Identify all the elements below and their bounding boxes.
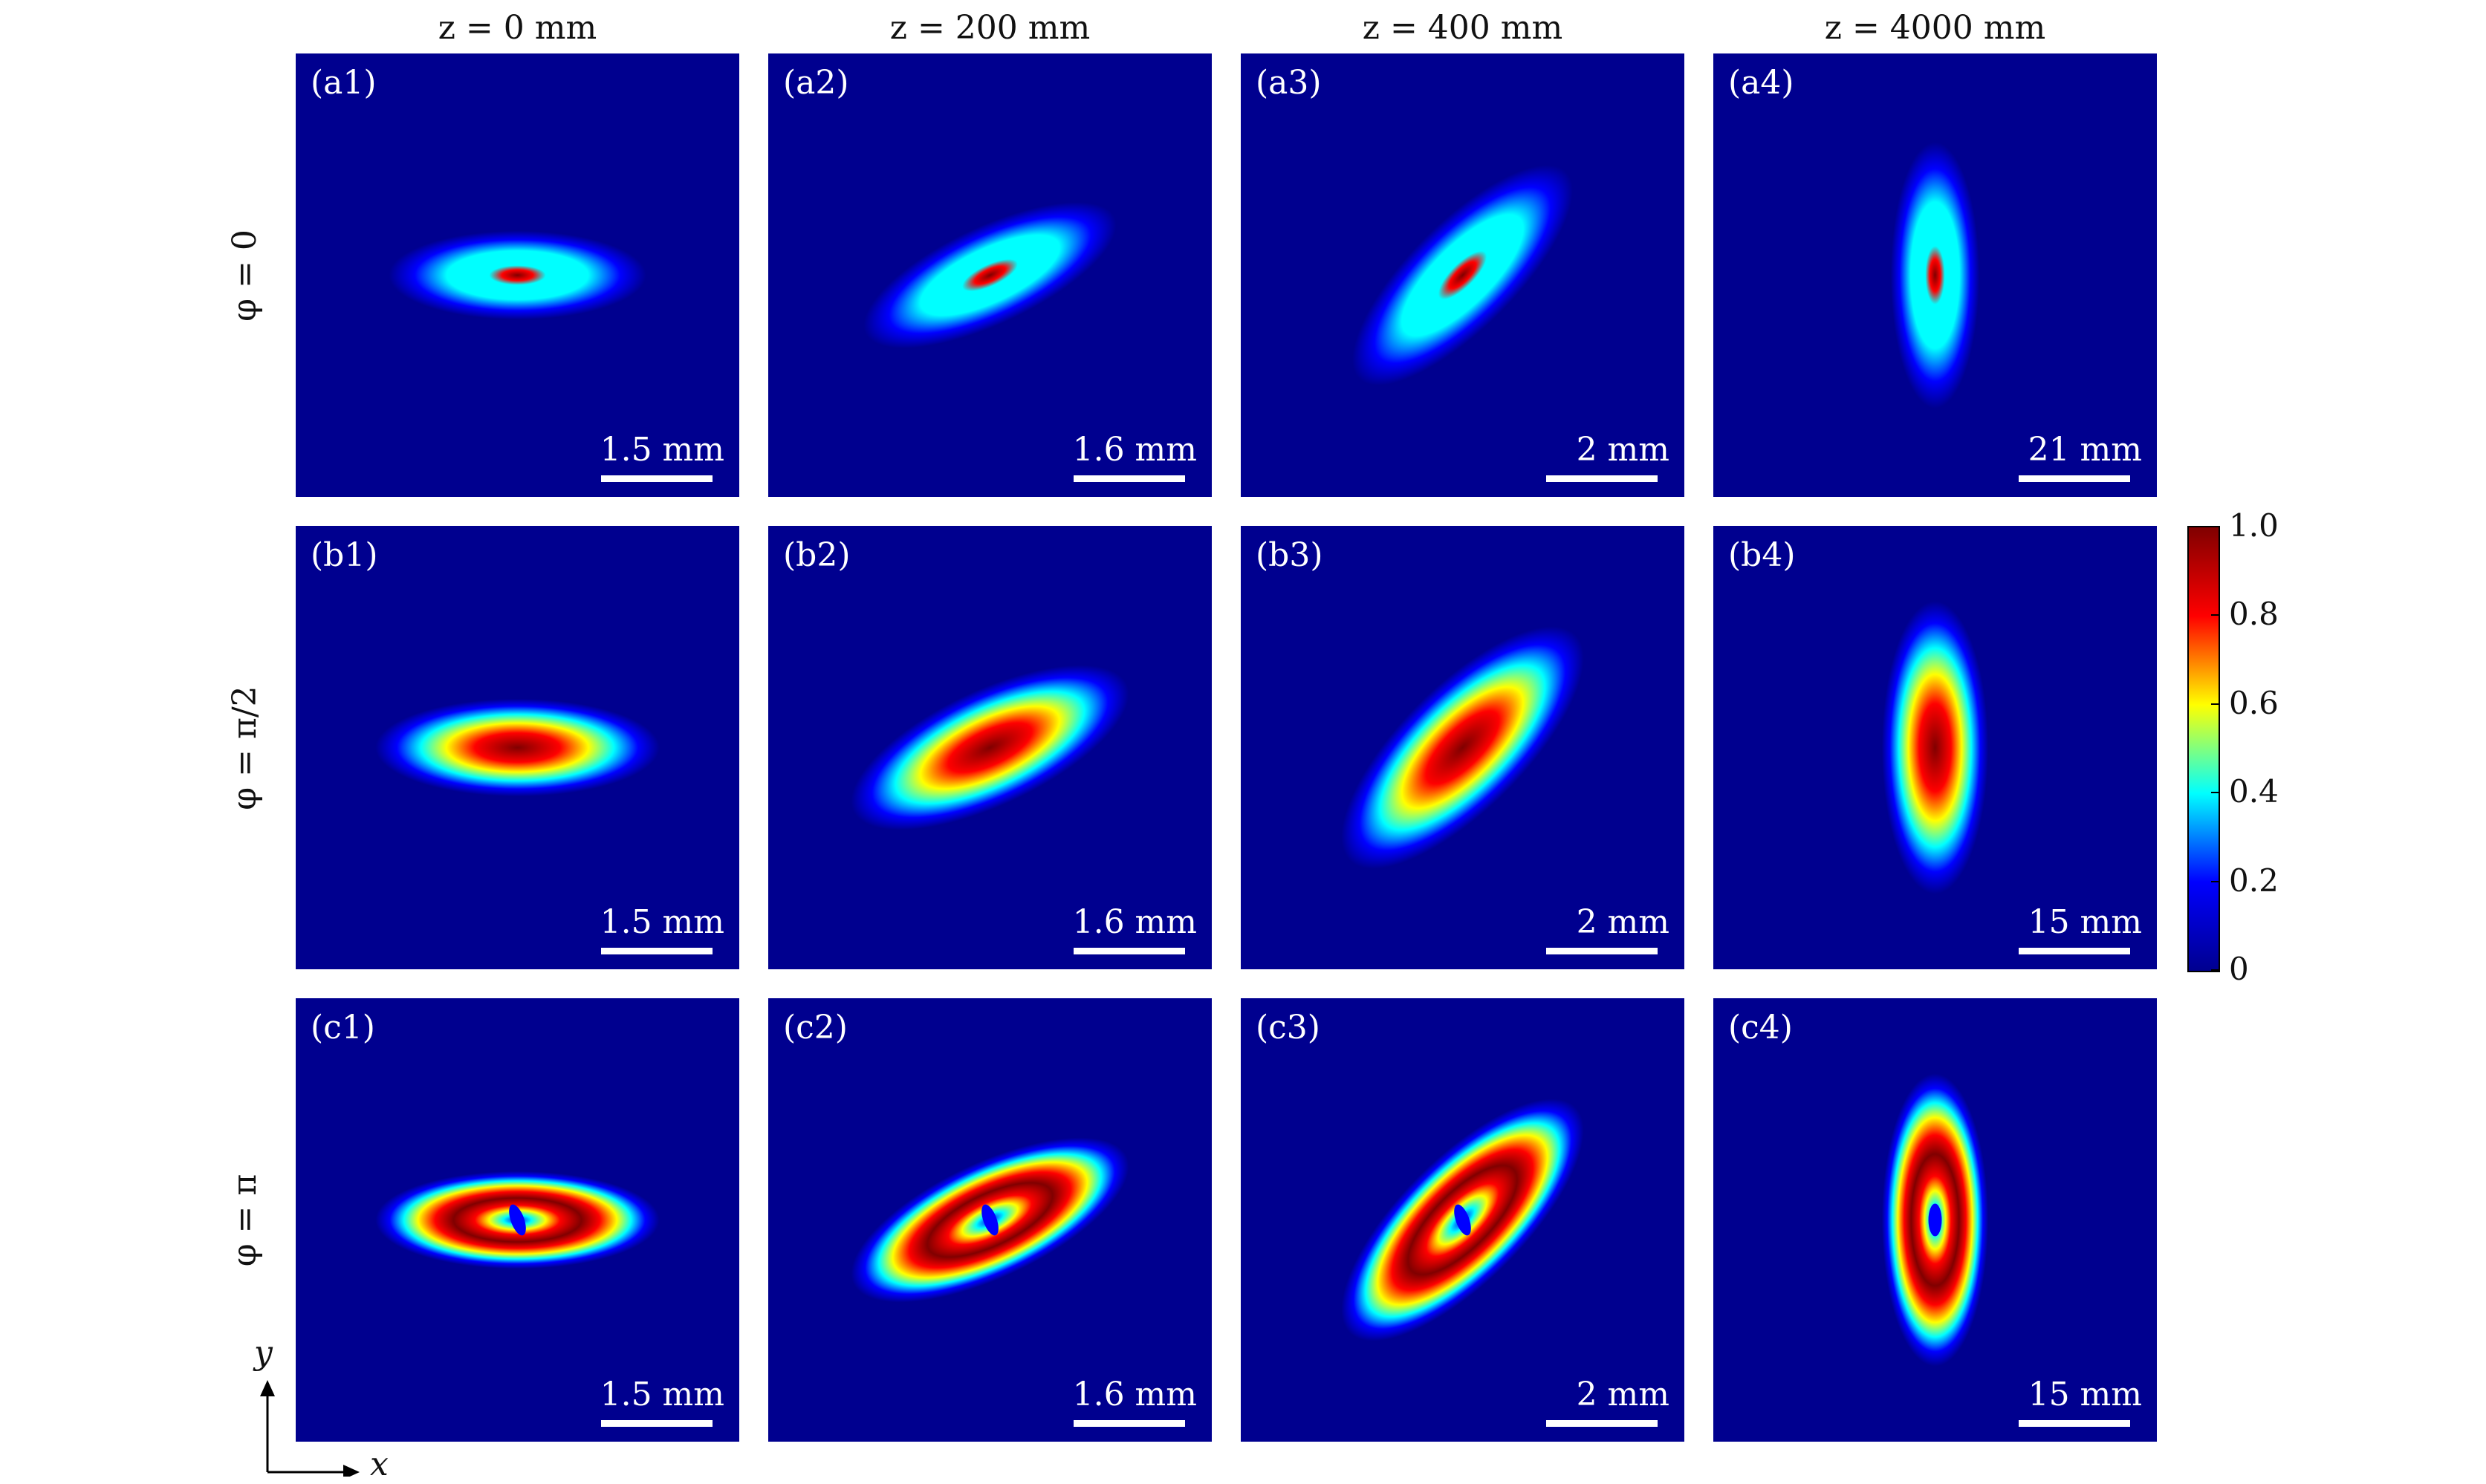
colorbar-tick <box>2211 614 2219 616</box>
scale-bar-label: 15 mm <box>2028 1376 2142 1413</box>
scale-bar <box>1074 475 1185 482</box>
vortex-core <box>509 1204 526 1236</box>
colorbar-tick <box>2211 969 2219 971</box>
panel-tag: (b2) <box>783 536 851 574</box>
colorbar-tick <box>2211 792 2219 794</box>
beam-intensity <box>1341 1099 1584 1341</box>
scale-bar <box>601 1420 713 1427</box>
beam-intensity <box>375 1171 660 1269</box>
scale-bar <box>1074 1420 1185 1427</box>
scale-bar-label: 1.6 mm <box>1072 431 1197 469</box>
beam-intensity <box>851 665 1129 830</box>
heatmap-panel: (c3) 2 mm <box>1241 998 1684 1442</box>
scale-bar-label: 1.5 mm <box>600 903 724 941</box>
column-title: z = 200 mm <box>889 9 1091 47</box>
colorbar-tick-label: 0.8 <box>2229 596 2279 633</box>
beam-intensity <box>1881 1073 1989 1367</box>
colorbar <box>2187 526 2220 972</box>
beam-spot <box>375 698 660 797</box>
scale-bar-label: 15 mm <box>2028 903 2142 941</box>
panel-tag: (a3) <box>1256 64 1322 102</box>
heatmap-panel: (c2) 1.6 mm <box>768 998 1212 1442</box>
heatmap-panel: (b1) 1.5 mm <box>296 526 739 969</box>
colorbar-tick-label: 0.4 <box>2229 773 2279 810</box>
beam-intensity <box>1341 626 1584 869</box>
heatmap-panel: (b3) 2 mm <box>1241 526 1684 969</box>
scale-bar-label: 1.5 mm <box>600 431 724 469</box>
vortex-core <box>1454 1204 1471 1236</box>
colorbar-tick-label: 0.6 <box>2229 684 2279 721</box>
scale-bar <box>1074 948 1185 954</box>
column-title: z = 4000 mm <box>1824 9 2046 47</box>
column-title: z = 400 mm <box>1362 9 1563 47</box>
scale-bar <box>2019 1420 2130 1427</box>
scale-bar-label: 2 mm <box>1576 1376 1669 1413</box>
heatmap-panel: (c4) 15 mm <box>1713 998 2157 1442</box>
scale-bar <box>601 475 713 482</box>
scale-bar-label: 1.5 mm <box>600 1376 724 1413</box>
colorbar-tick-label: 0 <box>2229 951 2249 987</box>
heatmap-panel: (b4) 15 mm <box>1713 526 2157 969</box>
scale-bar <box>1546 475 1658 482</box>
beam-spot <box>851 665 1129 830</box>
scale-bar <box>1546 948 1658 954</box>
beam-intensity <box>1890 142 1980 409</box>
scale-bar-label: 1.6 mm <box>1072 1376 1197 1413</box>
column-title: z = 0 mm <box>438 9 597 47</box>
row-label: φ = π/2 <box>226 685 264 810</box>
heatmap-panel: (a2) 1.6 mm <box>768 53 1212 497</box>
y-axis-label: y <box>254 1334 273 1372</box>
scale-bar-label: 2 mm <box>1576 903 1669 941</box>
panel-tag: (b3) <box>1256 536 1323 574</box>
heatmap-panel: (a4) 21 mm <box>1713 53 2157 497</box>
beam-spot <box>1890 142 1980 409</box>
panel-tag: (a1) <box>311 64 377 102</box>
panel-tag: (c3) <box>1256 1009 1320 1047</box>
axis-arrows <box>260 1380 360 1477</box>
scale-bar <box>2019 475 2130 482</box>
beam-intensity <box>389 230 646 320</box>
panel-tag: (b4) <box>1728 536 1796 574</box>
vortex-core <box>1928 1203 1942 1237</box>
beam-spot <box>1352 165 1573 385</box>
colorbar-tick-label: 0.2 <box>2229 862 2279 899</box>
heatmap-panel: (a1) 1.5 mm <box>296 53 739 497</box>
beam-spot <box>863 202 1117 348</box>
panel-tag: (a2) <box>783 64 849 102</box>
heatmap-panel: (c1) 1.5 mm <box>296 998 739 1442</box>
beam-intensity <box>375 698 660 797</box>
colorbar-tick <box>2211 526 2219 527</box>
panel-tag: (c1) <box>311 1009 375 1047</box>
scale-bar-label: 1.6 mm <box>1072 903 1197 941</box>
scale-bar <box>1546 1420 1658 1427</box>
scale-bar <box>601 948 713 954</box>
beam-intensity <box>1881 601 1989 894</box>
beam-spot <box>1881 601 1989 894</box>
beam-intensity <box>863 202 1117 348</box>
heatmap-panel: (a3) 2 mm <box>1241 53 1684 497</box>
beam-spot <box>1341 626 1584 869</box>
heatmap-panel: (b2) 1.6 mm <box>768 526 1212 969</box>
panel-tag: (c4) <box>1728 1009 1793 1047</box>
scale-bar-label: 21 mm <box>2028 431 2142 469</box>
scale-bar-label: 2 mm <box>1576 431 1669 469</box>
panel-tag: (a4) <box>1728 64 1794 102</box>
scale-bar <box>2019 948 2130 954</box>
colorbar-tick-label: 1.0 <box>2229 507 2279 544</box>
panel-tag: (b1) <box>311 536 378 574</box>
row-label: φ = 0 <box>226 229 264 322</box>
x-axis-label: x <box>370 1445 389 1483</box>
panel-tag: (c2) <box>783 1009 848 1047</box>
beam-intensity <box>1352 165 1573 385</box>
colorbar-tick <box>2211 880 2219 882</box>
row-label: φ = π <box>226 1174 264 1266</box>
vortex-core <box>981 1204 999 1236</box>
beam-intensity <box>851 1137 1129 1303</box>
colorbar-tick <box>2211 703 2219 705</box>
beam-spot <box>389 230 646 320</box>
